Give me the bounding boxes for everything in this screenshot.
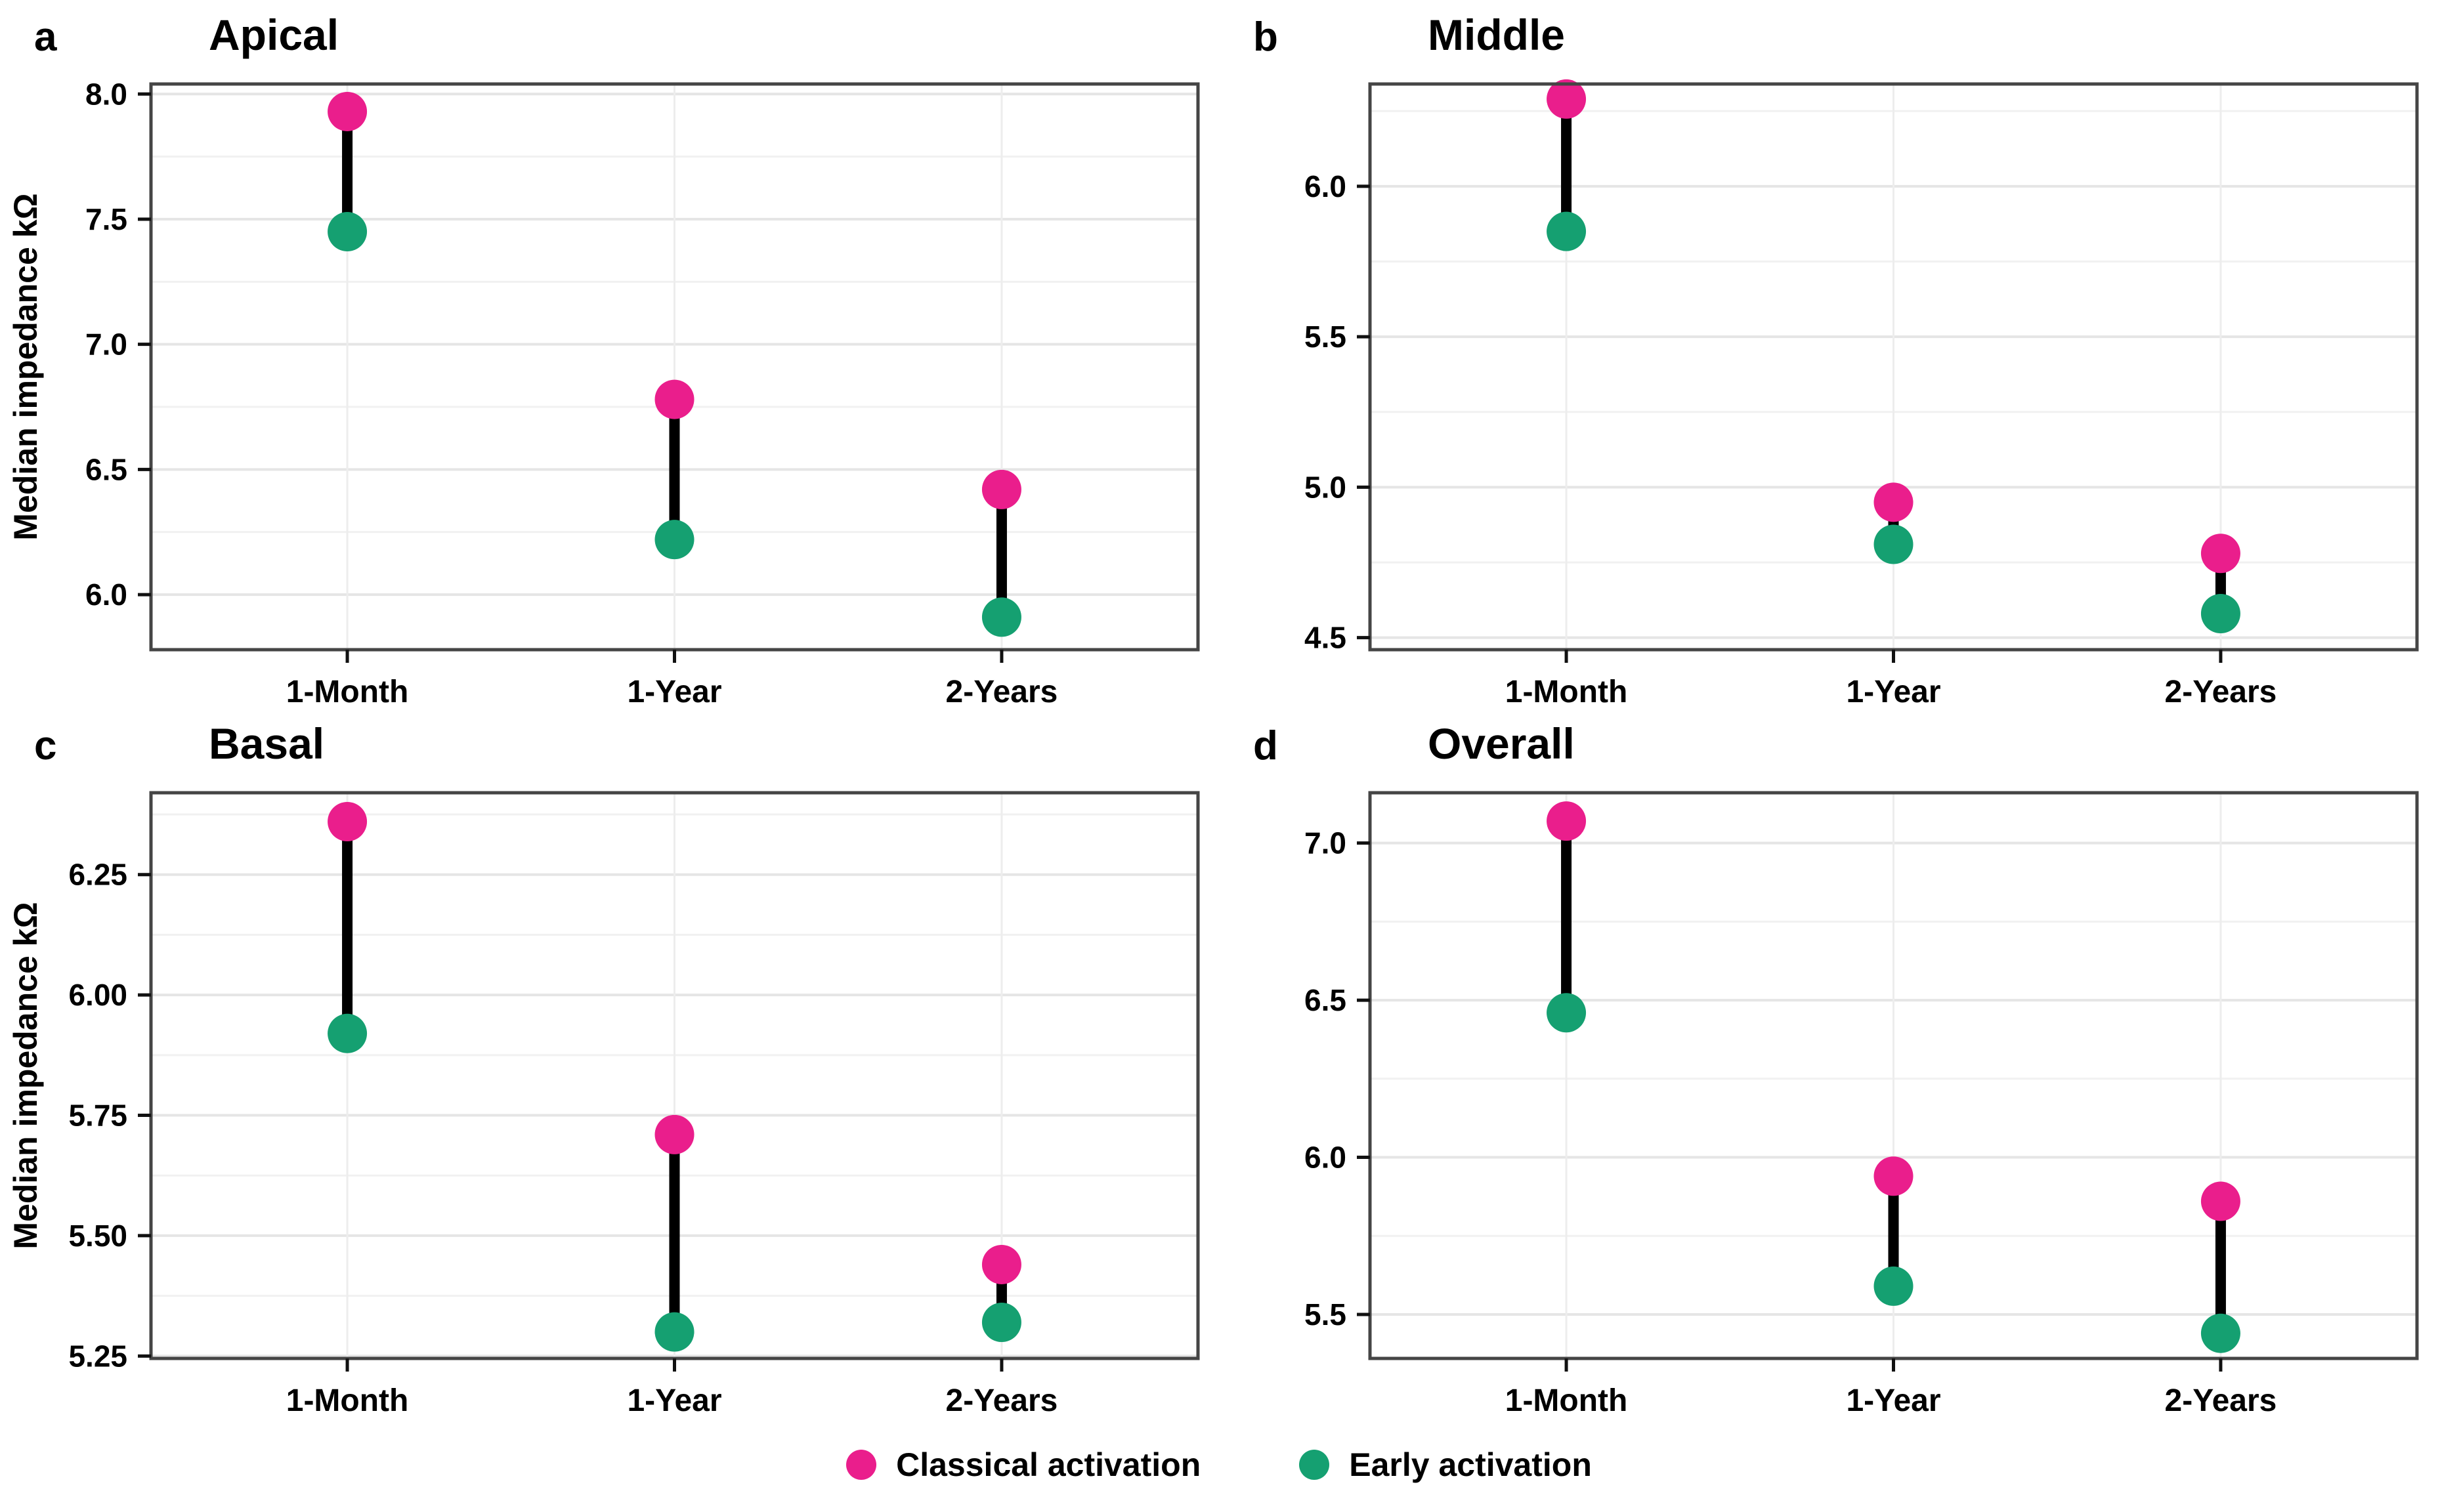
x-tick-label: 1-Year bbox=[1846, 675, 1940, 709]
panel-title: Middle bbox=[1428, 10, 1565, 59]
y-tick-label: 5.0 bbox=[1304, 470, 1346, 504]
panel-title: Basal bbox=[209, 719, 325, 768]
classical-circle-icon bbox=[846, 1450, 877, 1480]
x-tick-label: 1-Year bbox=[627, 675, 721, 709]
x-tick-label: 1-Month bbox=[286, 1383, 409, 1418]
y-tick-label: 6.25 bbox=[68, 858, 127, 892]
data-point-classical bbox=[1547, 79, 1587, 119]
y-tick-label: 6.0 bbox=[85, 578, 127, 612]
y-tick-label: 5.25 bbox=[68, 1339, 127, 1373]
y-tick-label: 6.00 bbox=[68, 978, 127, 1012]
data-point-classical bbox=[654, 379, 695, 419]
panel-letter: c bbox=[34, 723, 57, 768]
y-axis-title: Median impedance kΩ bbox=[7, 902, 44, 1249]
data-point-early bbox=[981, 597, 1021, 637]
data-point-classical bbox=[981, 469, 1021, 509]
data-point-classical bbox=[981, 1244, 1021, 1284]
data-point-early bbox=[981, 1302, 1021, 1342]
y-tick-label: 6.5 bbox=[85, 452, 127, 486]
y-tick-label: 6.5 bbox=[1304, 983, 1346, 1017]
y-tick-label: 6.0 bbox=[1304, 1141, 1346, 1175]
early-circle-icon bbox=[1299, 1450, 1330, 1480]
y-tick-label: 7.0 bbox=[1304, 826, 1346, 860]
y-tick-label: 5.75 bbox=[68, 1099, 127, 1133]
data-point-classical bbox=[2200, 1181, 2240, 1221]
y-tick-label: 5.5 bbox=[1304, 320, 1346, 354]
x-tick-label: 1-Year bbox=[1846, 1383, 1940, 1418]
x-tick-label: 2-Years bbox=[2165, 675, 2277, 709]
x-tick-label: 2-Years bbox=[946, 1383, 1058, 1418]
panel-title: Overall bbox=[1428, 719, 1575, 768]
data-point-early bbox=[1547, 993, 1587, 1033]
chart-panel-middle: b Middle 6.0 5.5 5.0 4.5 1-Month 1-Year 2-Year… bbox=[1219, 0, 2438, 709]
y-tick-label: 4.5 bbox=[1304, 621, 1346, 655]
data-point-classical bbox=[328, 802, 368, 842]
data-point-early bbox=[1547, 211, 1587, 251]
data-point-classical bbox=[328, 91, 368, 131]
y-axis-title: Median impedance kΩ bbox=[7, 193, 44, 540]
x-tick-label: 2-Years bbox=[2165, 1383, 2277, 1418]
data-point-early bbox=[328, 212, 368, 252]
legend-item-early: Early activation bbox=[1299, 1446, 1592, 1484]
data-point-early bbox=[1873, 524, 1914, 564]
data-point-classical bbox=[654, 1114, 695, 1154]
y-tick-label: 8.0 bbox=[85, 77, 127, 111]
data-point-classical bbox=[1547, 801, 1587, 841]
x-tick-label: 1-Month bbox=[1505, 675, 1628, 709]
data-point-early bbox=[654, 520, 695, 560]
x-tick-label: 1-Month bbox=[286, 675, 409, 709]
plot-area-middle: 6.0 5.5 5.0 4.5 1-Month 1-Year 2-Years bbox=[1304, 79, 2419, 709]
x-tick-label: 1-Month bbox=[1505, 1383, 1628, 1418]
chart-panel-basal: c Basal 6.25 6.00 5.75 5.50 5.25 1-Month 1-Yea… bbox=[0, 709, 1219, 1418]
y-tick-label: 7.0 bbox=[85, 327, 127, 362]
y-tick-label: 7.5 bbox=[85, 202, 127, 236]
data-point-classical bbox=[1873, 482, 1914, 522]
data-point-early bbox=[654, 1312, 695, 1352]
y-tick-label: 5.5 bbox=[1304, 1297, 1346, 1332]
y-tick-label: 6.0 bbox=[1304, 169, 1346, 203]
plot-area-apical: 8.0 7.5 7.0 6.5 6.0 1-Month 1-Year 2-Years Media… bbox=[7, 77, 1200, 709]
chart-panel-overall: d Overall 7.0 6.5 6.0 5.5 1-Month 1-Year 2-Yea… bbox=[1219, 709, 2438, 1418]
panel-letter: b bbox=[1253, 14, 1278, 60]
panel-grid: a Apical 8.0 7.5 7.0 6.5 6.0 1-Month 1-Year 2-Y… bbox=[0, 0, 2438, 1418]
legend-item-classical: Classical activation bbox=[846, 1446, 1201, 1484]
data-point-early bbox=[1873, 1266, 1914, 1306]
panel-letter: d bbox=[1253, 723, 1278, 768]
legend-label-early: Early activation bbox=[1349, 1446, 1592, 1483]
panel-title: Apical bbox=[209, 10, 339, 59]
plot-area-overall: 7.0 6.5 6.0 5.5 1-Month 1-Year 2-Years bbox=[1304, 791, 2419, 1418]
data-point-classical bbox=[2200, 534, 2240, 574]
panel-letter: a bbox=[34, 14, 57, 60]
data-point-early bbox=[328, 1013, 368, 1053]
y-tick-label: 5.50 bbox=[68, 1219, 127, 1253]
legend: Classical activation Early activation bbox=[0, 1418, 2438, 1512]
chart-panel-apical: a Apical 8.0 7.5 7.0 6.5 6.0 1-Month 1-Year 2-Y… bbox=[0, 0, 1219, 709]
data-point-classical bbox=[1873, 1156, 1914, 1196]
plot-area-basal: 6.25 6.00 5.75 5.50 5.25 1-Month 1-Year 2-Years… bbox=[7, 791, 1200, 1418]
x-tick-label: 2-Years bbox=[946, 675, 1058, 709]
data-point-early bbox=[2200, 593, 2240, 633]
data-point-early bbox=[2200, 1313, 2240, 1353]
legend-label-classical: Classical activation bbox=[896, 1446, 1201, 1483]
x-tick-label: 1-Year bbox=[627, 1383, 721, 1418]
